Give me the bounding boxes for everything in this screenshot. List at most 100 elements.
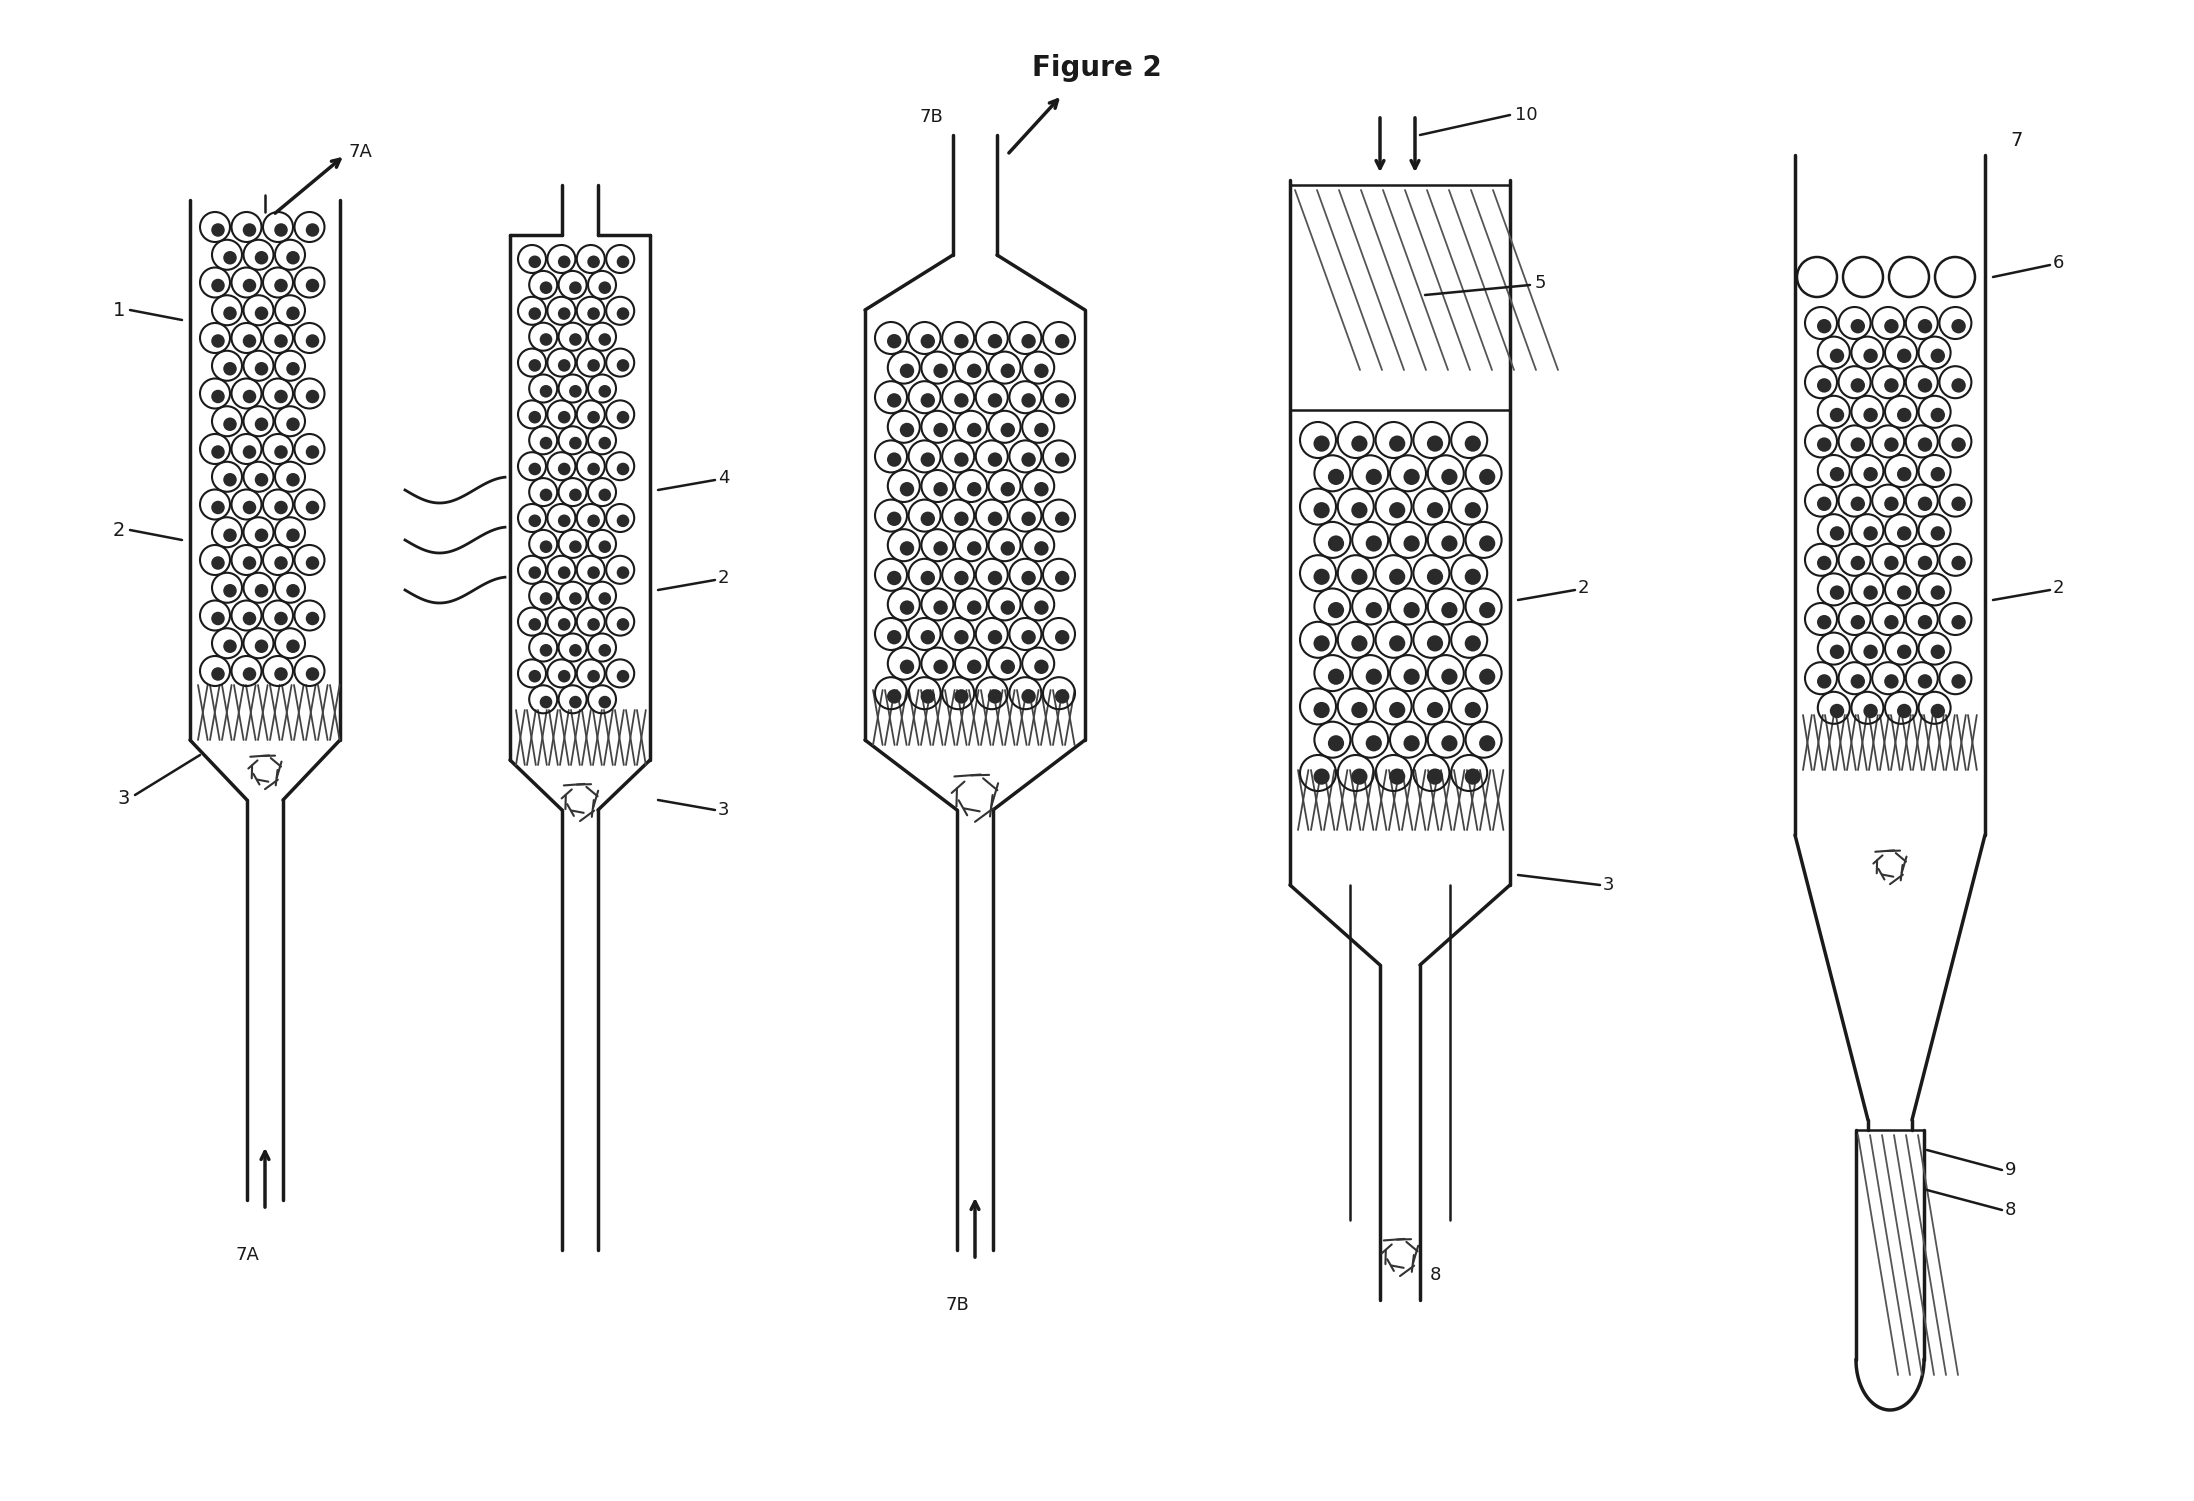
Circle shape: [987, 452, 1003, 467]
Circle shape: [1950, 437, 1966, 452]
Circle shape: [1830, 408, 1845, 422]
Circle shape: [1817, 497, 1832, 510]
Circle shape: [954, 689, 968, 704]
Circle shape: [599, 644, 612, 656]
Circle shape: [529, 255, 542, 269]
Circle shape: [285, 528, 301, 542]
Circle shape: [274, 612, 287, 626]
Circle shape: [1426, 435, 1444, 452]
Text: 2: 2: [717, 569, 728, 587]
Circle shape: [1850, 615, 1865, 629]
Circle shape: [305, 612, 320, 626]
Circle shape: [1950, 615, 1966, 629]
Circle shape: [886, 570, 902, 585]
Circle shape: [1885, 437, 1898, 452]
Text: 2: 2: [112, 521, 125, 539]
Circle shape: [1850, 378, 1865, 393]
Circle shape: [932, 659, 948, 674]
Circle shape: [1441, 536, 1457, 551]
Circle shape: [617, 669, 630, 683]
Circle shape: [244, 557, 257, 570]
Circle shape: [557, 566, 570, 579]
Circle shape: [1850, 497, 1865, 510]
Circle shape: [1918, 437, 1933, 452]
Text: 7A: 7A: [235, 1246, 259, 1264]
Circle shape: [224, 528, 237, 542]
Text: 5: 5: [1536, 275, 1547, 293]
Circle shape: [1898, 704, 1911, 717]
Circle shape: [224, 306, 237, 320]
Circle shape: [1314, 635, 1330, 651]
Circle shape: [1000, 482, 1016, 497]
Circle shape: [1314, 569, 1330, 585]
Circle shape: [255, 639, 268, 653]
Circle shape: [588, 255, 599, 269]
Circle shape: [1918, 320, 1933, 333]
Circle shape: [1055, 570, 1068, 585]
Circle shape: [987, 630, 1003, 644]
Circle shape: [1389, 769, 1406, 785]
Circle shape: [1931, 467, 1946, 482]
Circle shape: [1441, 668, 1457, 684]
Circle shape: [968, 542, 981, 555]
Circle shape: [886, 452, 902, 467]
Circle shape: [1327, 536, 1345, 551]
Circle shape: [617, 255, 630, 269]
Circle shape: [224, 417, 237, 431]
Circle shape: [1817, 555, 1832, 570]
Circle shape: [588, 411, 599, 423]
Circle shape: [599, 489, 612, 501]
Circle shape: [274, 501, 287, 515]
Circle shape: [540, 696, 553, 708]
Circle shape: [932, 482, 948, 497]
Circle shape: [1033, 600, 1049, 615]
Circle shape: [305, 335, 320, 348]
Circle shape: [599, 696, 612, 708]
Circle shape: [1479, 735, 1496, 752]
Circle shape: [305, 557, 320, 570]
Circle shape: [1885, 674, 1898, 689]
Circle shape: [617, 462, 630, 476]
Circle shape: [305, 446, 320, 459]
Circle shape: [1950, 497, 1966, 510]
Circle shape: [968, 482, 981, 497]
Circle shape: [900, 423, 915, 437]
Circle shape: [1365, 668, 1382, 684]
Circle shape: [211, 612, 224, 626]
Circle shape: [540, 489, 553, 501]
Circle shape: [557, 359, 570, 372]
Circle shape: [1022, 393, 1036, 408]
Circle shape: [568, 489, 581, 501]
Circle shape: [1885, 497, 1898, 510]
Circle shape: [1898, 644, 1911, 659]
Circle shape: [987, 393, 1003, 408]
Circle shape: [1918, 674, 1933, 689]
Circle shape: [305, 501, 320, 515]
Circle shape: [1830, 585, 1845, 600]
Circle shape: [1365, 536, 1382, 551]
Circle shape: [1817, 320, 1832, 333]
Circle shape: [557, 618, 570, 630]
Text: 7B: 7B: [919, 108, 943, 126]
Circle shape: [1885, 378, 1898, 393]
Circle shape: [211, 390, 224, 404]
Circle shape: [1931, 348, 1946, 363]
Circle shape: [921, 689, 935, 704]
Circle shape: [568, 644, 581, 656]
Circle shape: [1466, 503, 1481, 518]
Text: 7A: 7A: [349, 143, 371, 161]
Circle shape: [211, 335, 224, 348]
Circle shape: [274, 335, 287, 348]
Circle shape: [987, 689, 1003, 704]
Circle shape: [285, 251, 301, 264]
Circle shape: [540, 281, 553, 294]
Circle shape: [540, 540, 553, 552]
Circle shape: [588, 618, 599, 630]
Circle shape: [1022, 512, 1036, 525]
Circle shape: [886, 512, 902, 525]
Text: 3: 3: [1604, 877, 1615, 895]
Text: 8: 8: [2005, 1201, 2016, 1219]
Circle shape: [305, 390, 320, 404]
Circle shape: [1885, 555, 1898, 570]
Text: 9: 9: [2005, 1160, 2016, 1178]
